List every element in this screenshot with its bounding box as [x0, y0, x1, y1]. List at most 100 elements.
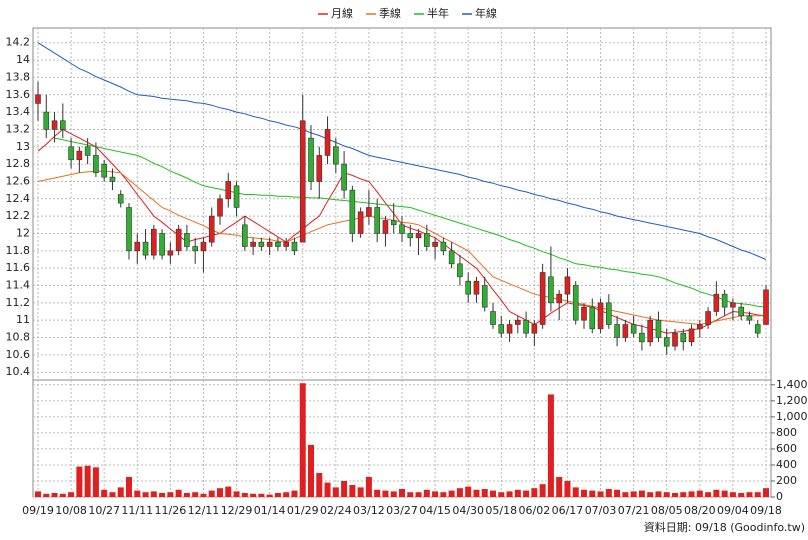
y-tick-label: 12.8 [6, 157, 31, 170]
y-tick-label: 10.4 [6, 365, 31, 378]
candle-body [374, 207, 380, 234]
legend-label: 月線 [331, 6, 353, 20]
volume-bar [208, 490, 215, 497]
volume-bar [159, 492, 166, 497]
volume-bar [150, 491, 157, 497]
y-tick-label: 13.4 [6, 105, 31, 118]
volume-bar [605, 488, 612, 497]
candle-body [531, 324, 538, 334]
volume-bar [647, 492, 654, 497]
candle-body [333, 146, 339, 165]
candle-body [175, 228, 182, 252]
x-tick-label: 09/18 [750, 504, 782, 517]
candle-body [291, 241, 298, 252]
volume-bar [258, 493, 265, 497]
volume-bar [84, 465, 91, 497]
y2-tick-label: 1,200 [776, 394, 808, 407]
volume-bar [316, 472, 323, 497]
ma-line [54, 137, 767, 308]
y2-tick-label: 1,000 [776, 410, 808, 423]
volume-bar [324, 482, 331, 497]
y-tick-label: 11.4 [6, 278, 31, 291]
volume-bar [51, 492, 58, 497]
legend-label: 半年 [427, 6, 449, 20]
candle-body [465, 280, 471, 295]
candle-body [208, 215, 215, 243]
candle-body [217, 198, 223, 217]
candle-body [117, 194, 124, 204]
candle-body [242, 224, 248, 247]
volume-bar [547, 394, 554, 497]
volume-bar [299, 383, 306, 497]
candle-body [366, 207, 372, 217]
volume-bar [241, 492, 248, 497]
candle-body [515, 319, 521, 325]
candle-body [539, 272, 546, 325]
volume-bar [175, 489, 182, 497]
candle-body [705, 311, 711, 325]
volume-bar [589, 490, 596, 497]
candle-body [663, 337, 670, 347]
volume-bar [291, 490, 298, 497]
volume-bar [630, 491, 637, 497]
candle-body [258, 241, 265, 247]
candle-body [275, 241, 281, 247]
x-tick-label: 11/26 [155, 504, 187, 517]
candle-body [134, 241, 141, 252]
volume-bar [672, 492, 678, 497]
volume-bar [696, 490, 703, 497]
candle-body [233, 185, 240, 208]
candle-body [35, 94, 41, 104]
candle-body [688, 328, 695, 343]
candle-body [299, 120, 306, 243]
candle-body [68, 146, 74, 161]
volume-bar [746, 492, 753, 497]
x-tick-label: 02/24 [320, 504, 352, 517]
candle-body [51, 120, 58, 130]
candle-body [680, 332, 687, 343]
candle-body [266, 241, 273, 247]
x-tick-label: 04/15 [419, 504, 451, 517]
candle-body [481, 285, 488, 308]
volume-bar [465, 486, 472, 497]
volume-bar [440, 492, 447, 497]
volume-bar [233, 491, 240, 497]
candle-body [250, 241, 256, 247]
x-tick-label: 05/18 [485, 504, 517, 517]
candle-body [738, 306, 744, 317]
candle-body [639, 332, 645, 343]
volume-bar [134, 490, 141, 497]
x-tick-label: 01/14 [254, 504, 286, 517]
y-tick-label: 10.8 [6, 331, 31, 344]
candle-body [730, 302, 736, 308]
candle-body [283, 241, 289, 247]
volume-bar [556, 476, 563, 497]
volume-bar [456, 488, 463, 497]
volume-bar [721, 490, 728, 497]
volume-bar [432, 491, 439, 497]
candle-body [167, 250, 174, 256]
candle-body [672, 332, 678, 347]
x-tick-label: 09/19 [22, 504, 54, 517]
candle-body [581, 306, 587, 321]
volume-bar [117, 487, 124, 497]
y2-tick-label: 200 [776, 474, 797, 487]
source-note: 資料日期: 09/18 (Goodinfo.tw) [644, 520, 805, 534]
volume-bar [597, 491, 604, 497]
volume-bar [266, 494, 273, 497]
candle-body [225, 181, 232, 200]
volume-bar [523, 490, 530, 497]
x-tick-label: 03/12 [353, 504, 385, 517]
candle-body [457, 263, 463, 278]
candle-body [316, 155, 323, 182]
volume-bar [332, 487, 339, 497]
y-tick-label: 12.4 [6, 192, 31, 205]
x-tick-label: 07/03 [585, 504, 617, 517]
candle-body [184, 233, 190, 247]
volume-bar [572, 487, 579, 497]
volume-bar [101, 489, 108, 497]
candle-body [76, 150, 83, 161]
candle-body [142, 241, 149, 256]
